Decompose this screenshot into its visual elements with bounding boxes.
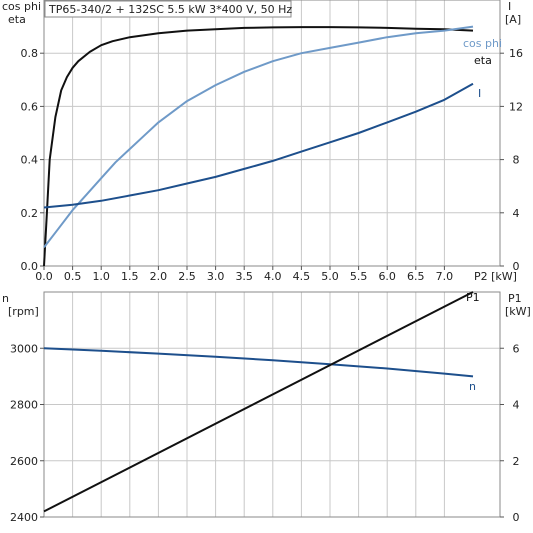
plot-frame-0 bbox=[43, 0, 501, 267]
right-axis-label-a-1: P1 bbox=[508, 292, 522, 305]
series-label-i: I bbox=[478, 87, 481, 100]
x-tick-label-11: 5.5 bbox=[350, 270, 368, 283]
left-axis-label-b-0: eta bbox=[8, 13, 26, 26]
series-label-cos-phi: cos phi bbox=[463, 37, 502, 50]
right-tick-label-0-4: 16 bbox=[509, 47, 523, 60]
x-tick-label-1: 0.5 bbox=[64, 270, 82, 283]
x-tick-label-10: 5.0 bbox=[321, 270, 339, 283]
left-axis-label-a-1: n bbox=[2, 292, 9, 305]
left-tick-label-0-3: 0.6 bbox=[21, 100, 39, 113]
left-axis-label-b-1: [rpm] bbox=[8, 305, 39, 318]
right-tick-label-0-0: 0 bbox=[513, 260, 520, 273]
left-tick-label-1-1: 2600 bbox=[10, 455, 38, 468]
x-tick-label-5: 2.5 bbox=[178, 270, 196, 283]
right-axis-label-a-0: I bbox=[508, 0, 511, 13]
x-tick-label-0: 0.0 bbox=[35, 270, 53, 283]
chart-title: TP65-340/2 + 132SC 5.5 kW 3*400 V, 50 Hz bbox=[48, 3, 292, 16]
x-tick-label-14: 7.0 bbox=[436, 270, 454, 283]
left-tick-label-1-0: 2400 bbox=[10, 511, 38, 524]
series-label-p1: P1 bbox=[466, 291, 480, 304]
right-tick-label-1-0: 0 bbox=[513, 511, 520, 524]
right-axis-label-b-0: [A] bbox=[505, 13, 521, 26]
right-tick-label-0-2: 8 bbox=[513, 154, 520, 167]
left-tick-label-1-2: 2800 bbox=[10, 399, 38, 412]
x-tick-label-7: 3.5 bbox=[235, 270, 253, 283]
series-line-eta bbox=[43, 26, 474, 267]
right-axis-label-b-1: [kW] bbox=[505, 305, 531, 318]
x-tick-label-4: 2.0 bbox=[150, 270, 168, 283]
series-label-n: n bbox=[469, 380, 476, 393]
left-tick-label-1-3: 3000 bbox=[10, 342, 38, 355]
right-tick-label-1-2: 4 bbox=[513, 399, 520, 412]
left-axis-label-a-0: cos phi bbox=[2, 0, 41, 13]
x-tick-label-12: 6.0 bbox=[378, 270, 396, 283]
series-line-P1 bbox=[43, 291, 474, 513]
left-tick-label-0-2: 0.4 bbox=[21, 154, 39, 167]
x-tick-label-9: 4.5 bbox=[293, 270, 311, 283]
right-tick-label-1-1: 2 bbox=[513, 455, 520, 468]
x-tick-label-6: 3.0 bbox=[207, 270, 225, 283]
series-line-I bbox=[43, 82, 474, 209]
left-tick-label-0-1: 0.2 bbox=[21, 207, 39, 220]
series-label-eta: eta bbox=[474, 54, 492, 67]
left-tick-label-0-4: 0.8 bbox=[21, 47, 39, 60]
right-tick-label-1-3: 6 bbox=[513, 342, 520, 355]
left-tick-label-0-0: 0.0 bbox=[21, 260, 39, 273]
series-line-cos-phi bbox=[43, 25, 474, 249]
x-tick-label-8: 4.0 bbox=[264, 270, 282, 283]
x-tick-label-2: 1.0 bbox=[92, 270, 110, 283]
series-line-n bbox=[43, 347, 474, 378]
right-tick-label-0-1: 4 bbox=[513, 207, 520, 220]
right-tick-label-0-3: 12 bbox=[509, 100, 523, 113]
x-tick-label-3: 1.5 bbox=[121, 270, 139, 283]
x-tick-label-13: 6.5 bbox=[407, 270, 425, 283]
x-axis-label: P2 [kW] bbox=[474, 270, 517, 283]
title-box bbox=[44, 0, 292, 18]
